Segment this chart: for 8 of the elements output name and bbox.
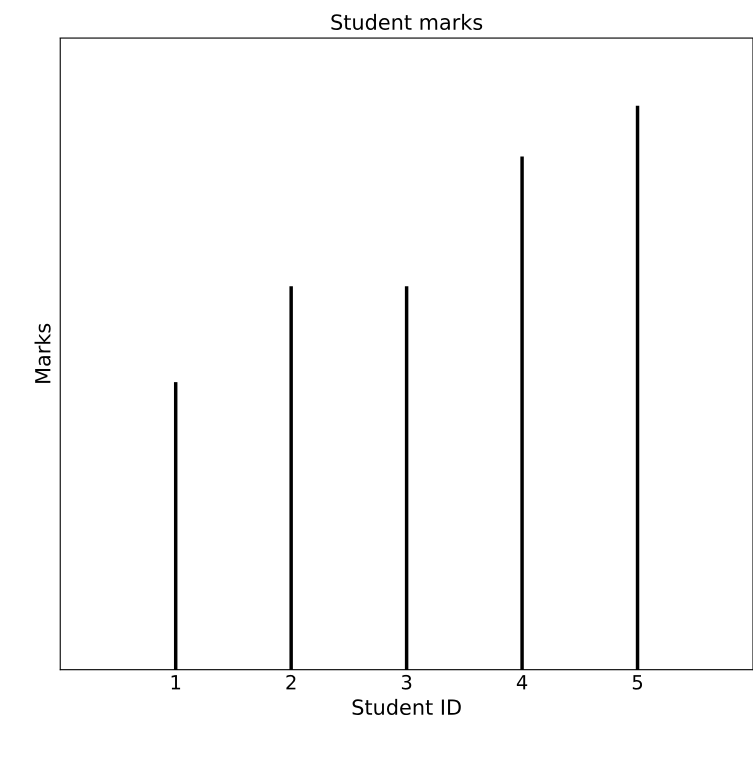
chart-title: Student marks — [331, 14, 482, 30]
x-axis-title: Student ID — [352, 698, 461, 716]
y-axis-title: Marks — [34, 324, 51, 383]
x-tick-label: 3 — [402, 674, 412, 690]
x-tick-label: 5 — [632, 675, 642, 690]
x-tick-label: 4 — [516, 675, 528, 690]
x-tick-label: 1 — [172, 675, 180, 690]
x-tick-label: 2 — [286, 674, 296, 690]
